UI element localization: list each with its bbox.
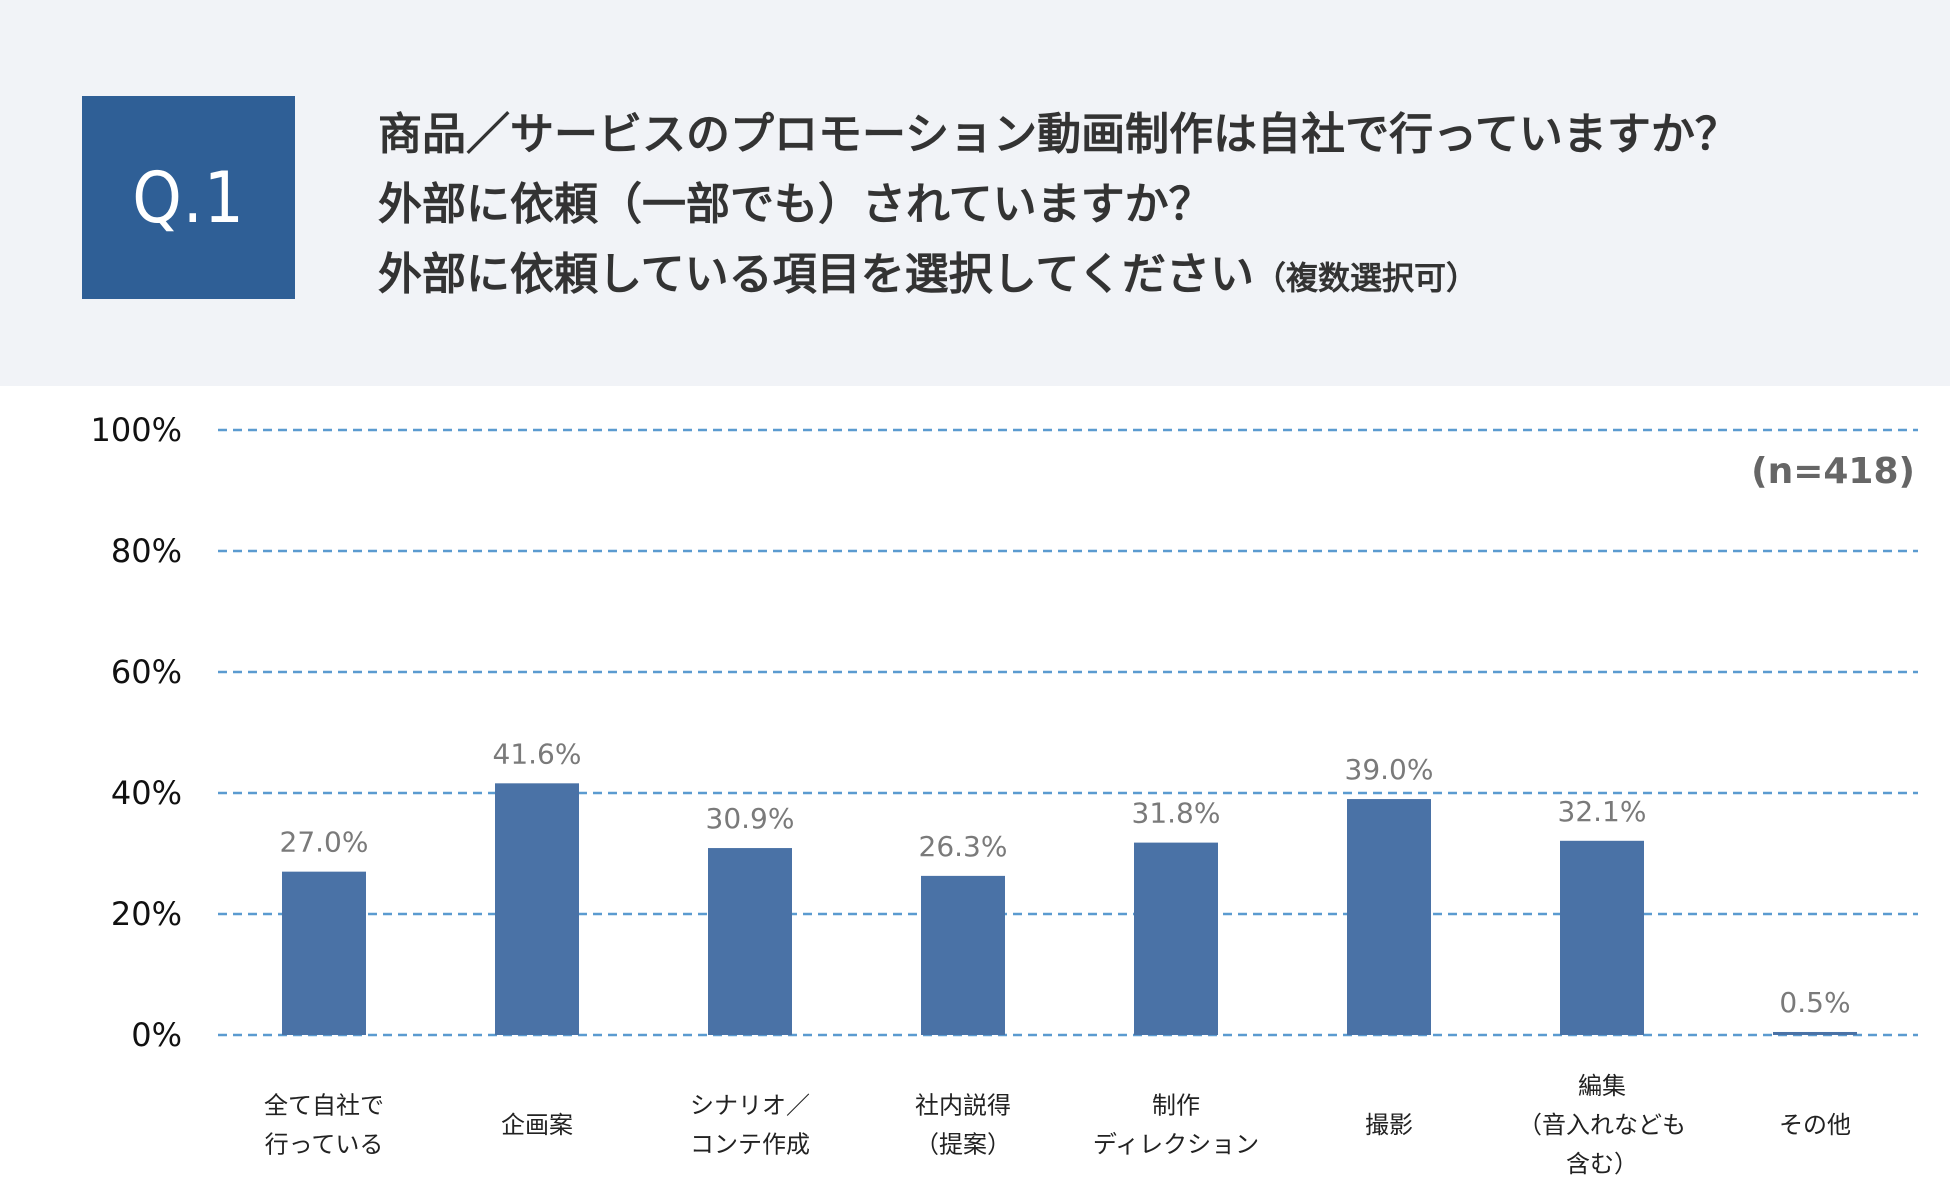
bars [282,783,1857,1035]
x-tick-label-line: 企画案 [501,1111,573,1139]
bar [282,871,366,1035]
y-tick-label: 0% [131,1016,182,1054]
bar [1560,840,1644,1035]
question-text: 商品／サービスのプロモーション動画制作は自社で行っていますか？ 外部に依頼（一部… [378,100,1739,313]
x-tick-label: 社内説得 （提案） [915,1092,1011,1159]
bar [1134,842,1218,1035]
data-label: 31.8% [1132,797,1221,830]
x-tick-label-line: コンテ作成 [690,1131,810,1159]
question-number-badge: Q.1 [82,96,295,299]
question-line-3: 外部に依頼している項目を選択してください（複数選択可） [378,240,1739,313]
x-tick-label-line: 含む） [1566,1150,1638,1178]
y-axis-ticks: 0% 20% 40% 60% 80% 100% [91,411,182,1054]
bar [1347,799,1431,1035]
x-tick-label: 企画案 [501,1111,573,1139]
bar [708,848,792,1035]
x-tick-label: その他 [1779,1111,1851,1139]
question-line-2: 外部に依頼（一部でも）されていますか？ [378,179,1213,230]
bar [495,783,579,1035]
x-axis-labels: 全て自社で行っている 企画案 シナリオ／ コンテ作成 社内説得 （提案） 制作ディレクション… [264,1072,1851,1178]
x-tick-label-line: シナリオ／ [690,1092,810,1120]
x-tick-label-line: 全て自社で [264,1092,384,1120]
x-tick-label-line: （提案） [915,1131,1011,1159]
question-header: Q.1 商品／サービスのプロモーション動画制作は自社で行っていますか？ 外部に依… [0,0,1950,386]
x-tick-label: 制作ディレクション [1093,1092,1259,1159]
data-label: 32.1% [1558,795,1647,828]
bar [1773,1031,1857,1035]
data-label: 39.0% [1345,753,1434,786]
x-tick-label-line: その他 [1779,1111,1851,1139]
data-label: 30.9% [706,802,795,835]
data-label: 41.6% [493,737,582,770]
x-tick-label-line: 編集 [1578,1072,1626,1100]
bar-chart: 0% 20% 40% 60% 80% 100% 27.0% 41.6% 30.9% 26.3% 3… [91,411,1918,1178]
x-tick-label-line: 行っている [265,1131,384,1159]
question-line-1: 商品／サービスのプロモーション動画制作は自社で行っていますか？ [378,109,1739,160]
x-tick-label: シナリオ／ コンテ作成 [690,1092,810,1159]
x-tick-label: 全て自社で行っている [264,1092,384,1159]
gridlines [218,428,1918,1037]
x-tick-label: 編集 （音入れなども含む） [1518,1072,1686,1178]
x-tick-label-line: （音入れなども [1518,1111,1686,1139]
data-label: 26.3% [919,830,1008,863]
data-labels: 27.0% 41.6% 30.9% 26.3% 31.8% 39.0% 32.1% 0.5% [280,737,1851,1019]
x-tick-label-line: 社内説得 [915,1092,1011,1120]
data-label: 27.0% [280,826,369,859]
sample-size-label: (n=418) [1751,451,1915,492]
x-tick-label-line: 制作 [1152,1092,1200,1120]
y-tick-label: 80% [111,532,182,570]
bar [921,875,1005,1035]
y-tick-label: 20% [111,895,182,933]
data-label: 0.5% [1779,986,1850,1019]
x-tick-label-line: ディレクション [1093,1131,1259,1159]
question-note: （複数選択可） [1254,259,1479,297]
x-tick-label-line: 撮影 [1365,1111,1413,1139]
question-line-3-text: 外部に依頼している項目を選択してください [378,249,1255,300]
y-tick-label: 60% [111,653,182,691]
y-tick-label: 40% [111,774,182,812]
question-number: Q.1 [132,156,245,239]
x-tick-label: 撮影 [1365,1111,1413,1139]
y-tick-label: 100% [91,411,182,449]
